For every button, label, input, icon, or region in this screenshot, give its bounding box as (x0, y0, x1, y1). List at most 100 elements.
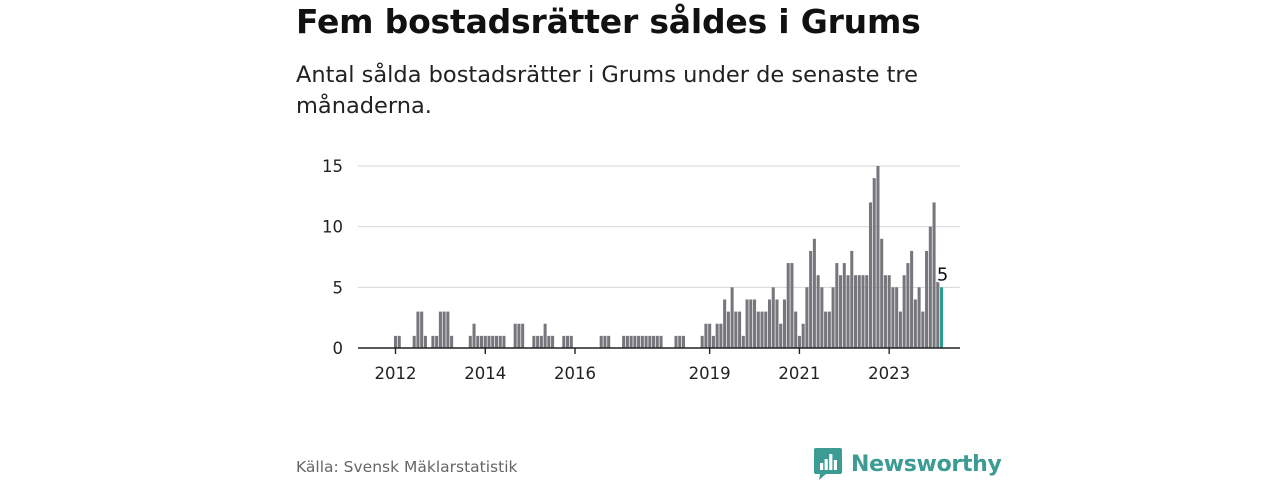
bar (835, 263, 839, 348)
bar (745, 299, 749, 348)
highlight-value-label: 5 (937, 264, 948, 285)
bar (532, 335, 536, 348)
bar (910, 250, 914, 348)
bar (622, 335, 626, 348)
bar (562, 335, 566, 348)
bar (607, 335, 611, 348)
bar-highlight (940, 287, 944, 348)
brand-name: Newsworthy (851, 451, 1002, 477)
y-tick-label-0: 0 (333, 339, 344, 358)
bar (603, 335, 607, 348)
bar (936, 275, 940, 348)
bar (932, 202, 936, 348)
source-note: Källa: Svensk Mäklarstatistik (296, 458, 518, 476)
y-axis-tick-labels: 0 5 10 15 (322, 157, 343, 358)
bar (659, 335, 663, 348)
bar (420, 311, 424, 348)
bar (876, 166, 880, 348)
y-tick-label-15: 15 (322, 157, 343, 176)
bar (446, 311, 450, 348)
bar (895, 287, 899, 348)
bar (480, 335, 484, 348)
x-tick-label-2014: 2014 (464, 364, 506, 383)
bar (633, 335, 637, 348)
bar (483, 335, 487, 348)
bar (704, 323, 708, 348)
bar (674, 335, 678, 348)
bar (521, 323, 525, 348)
bar (566, 335, 570, 348)
bar (854, 275, 858, 348)
bar (767, 299, 772, 348)
bar (801, 323, 805, 348)
bar (921, 311, 925, 348)
bar (790, 263, 794, 348)
bar (708, 323, 712, 348)
bar (786, 263, 790, 348)
bar (652, 335, 656, 348)
bar (749, 299, 753, 348)
bar (547, 335, 551, 348)
bar (753, 299, 757, 348)
bar (491, 335, 495, 348)
bar (648, 335, 652, 348)
bar (431, 335, 435, 348)
bar (435, 335, 439, 348)
bar (824, 311, 828, 348)
bar (644, 335, 648, 348)
bar (468, 335, 472, 348)
bar (738, 311, 742, 348)
bar (726, 311, 730, 348)
bar (625, 335, 629, 348)
bar (741, 335, 745, 348)
bar (476, 335, 480, 348)
bar (872, 178, 876, 348)
bar (539, 335, 543, 348)
bar (764, 311, 768, 348)
bar (719, 323, 723, 348)
x-tick-label-2019: 2019 (689, 364, 731, 383)
bar (734, 311, 738, 348)
x-tick-label-2012: 2012 (375, 364, 417, 383)
bar (850, 250, 854, 348)
bar (397, 335, 401, 348)
bar (868, 202, 873, 348)
bar (760, 311, 764, 348)
bar (861, 275, 865, 348)
bar (655, 335, 659, 348)
y-tick-label-10: 10 (322, 218, 343, 237)
x-tick-label-2023: 2023 (868, 364, 910, 383)
x-tick-label-2016: 2016 (554, 364, 596, 383)
bar (569, 335, 573, 348)
bar (536, 335, 540, 348)
bar (887, 275, 891, 348)
bar (517, 323, 521, 348)
bar (494, 335, 499, 348)
bar (827, 311, 831, 348)
x-tick-label-2021: 2021 (778, 364, 820, 383)
y-tick-label-5: 5 (333, 278, 344, 297)
bar (678, 335, 682, 348)
bar (681, 335, 686, 348)
bar (842, 263, 846, 348)
bar (599, 335, 603, 348)
bar (794, 311, 798, 348)
x-axis-ticks: 2012 2014 2016 2019 2021 2023 (375, 348, 910, 383)
bar (412, 335, 416, 348)
bar (450, 335, 454, 348)
bar (730, 287, 734, 348)
bar (883, 275, 887, 348)
bar (442, 311, 446, 348)
bar (913, 299, 917, 348)
bar (629, 335, 633, 348)
bar (880, 238, 884, 348)
bar (857, 275, 861, 348)
bar (782, 299, 786, 348)
bar (928, 226, 932, 348)
bar (416, 311, 420, 348)
bar (775, 299, 779, 348)
bar (498, 335, 502, 348)
bar (865, 275, 869, 348)
bar (771, 287, 775, 348)
bar (816, 275, 820, 348)
